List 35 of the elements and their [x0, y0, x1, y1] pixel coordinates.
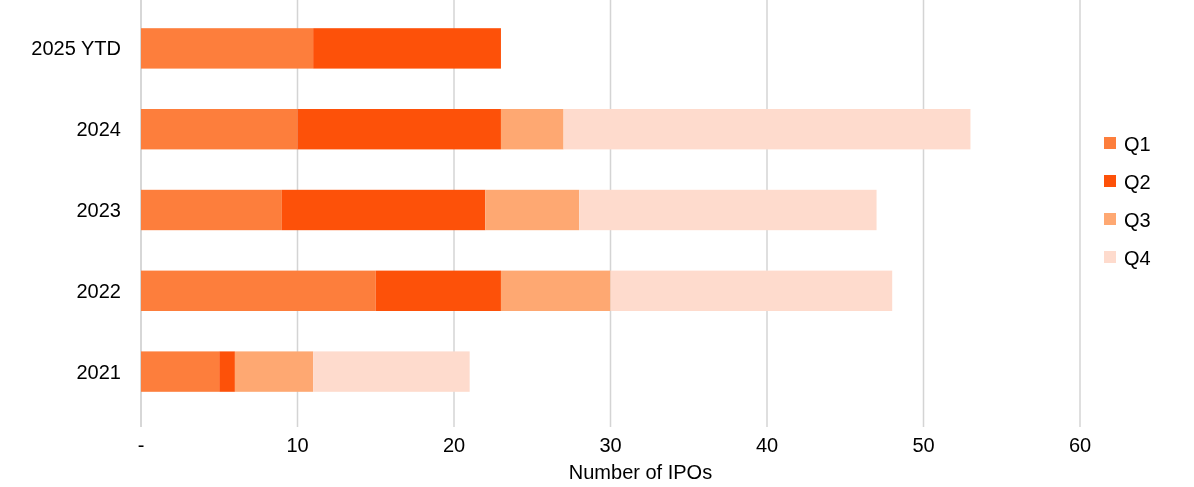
x-tick-label: 20	[442, 434, 466, 456]
bar	[219, 351, 235, 392]
x-axis-title: Number of IPOs	[568, 461, 713, 483]
bar	[485, 189, 580, 231]
y-tick-label: 2025 YTD	[31, 37, 121, 60]
bar	[563, 109, 971, 150]
bar	[141, 189, 282, 231]
bar	[141, 28, 314, 69]
bar	[281, 189, 486, 231]
x-tick-label: 60	[1068, 434, 1092, 456]
bar	[141, 351, 220, 392]
bar	[234, 351, 314, 392]
y-tick-label: 2023	[76, 199, 121, 221]
bar	[297, 109, 501, 150]
x-tick-label: 50	[912, 434, 935, 456]
y-tick-label: 2022	[76, 279, 121, 302]
bar	[375, 270, 501, 311]
bar	[141, 109, 298, 150]
bar	[500, 270, 611, 311]
bar	[500, 109, 564, 150]
x-tick-label: 30	[599, 434, 622, 456]
bar	[141, 270, 376, 311]
bar	[313, 28, 501, 69]
bar	[313, 351, 470, 392]
x-tick-label: 10	[286, 434, 309, 456]
legend-label: Q4	[1124, 247, 1151, 269]
bar	[610, 270, 893, 311]
y-tick-label: 2024	[76, 118, 121, 141]
legend-label: Q3	[1124, 209, 1151, 231]
x-tick-label: 40	[755, 434, 779, 456]
x-tick-label: -	[137, 434, 145, 456]
y-tick-label: 2021	[76, 360, 121, 383]
legend-label: Q1	[1124, 133, 1151, 155]
legend-label: Q2	[1124, 171, 1151, 193]
bar	[579, 189, 877, 231]
